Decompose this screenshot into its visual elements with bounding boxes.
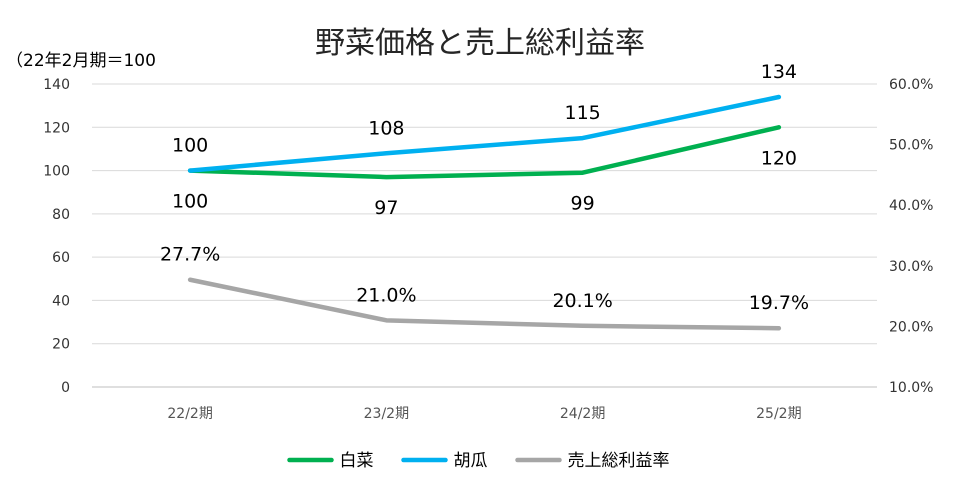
data-label: 21.0% <box>356 284 416 306</box>
gridlines <box>92 83 877 388</box>
left-axis-ticks: 0 20 40 60 80 100 120 140 <box>43 77 70 396</box>
series-lines <box>187 94 782 331</box>
x-tick-label: 25/2期 <box>756 406 801 422</box>
data-label: 97 <box>374 197 398 219</box>
right-tick-label: 10.0% <box>889 380 933 396</box>
left-tick-label: 80 <box>52 207 70 223</box>
right-axis-ticks: 10.0% 20.0% 30.0% 40.0% 50.0% 60.0% <box>889 77 933 396</box>
data-label: 20.1% <box>552 290 612 312</box>
left-tick-label: 120 <box>43 120 70 136</box>
legend-label: 白菜 <box>340 451 374 471</box>
left-tick-label: 60 <box>52 250 70 266</box>
x-axis-ticks: 22/2期 23/2期 24/2期 25/2期 <box>167 406 801 422</box>
right-tick-label: 20.0% <box>889 319 933 335</box>
chart-title: 野菜価格と売上総利益率 <box>315 26 645 61</box>
data-label: 100 <box>172 135 208 157</box>
series-line-胡瓜 <box>187 94 782 173</box>
x-tick-label: 23/2期 <box>364 406 409 422</box>
right-tick-label: 50.0% <box>889 138 933 154</box>
data-label: 108 <box>368 117 404 139</box>
left-tick-label: 40 <box>52 293 70 309</box>
right-tick-label: 60.0% <box>889 77 933 93</box>
left-tick-label: 0 <box>61 380 70 396</box>
series-line-白菜 <box>187 125 782 180</box>
legend: 白菜 胡瓜 売上総利益率 <box>287 451 670 471</box>
series-line-売上総利益率 <box>187 277 782 331</box>
data-label: 99 <box>571 193 595 215</box>
data-labels: 100 97 99 120 100 108 115 134 27.7% 21.0% 20.1% 19.… <box>160 61 809 314</box>
data-label: 19.7% <box>749 292 809 314</box>
legend-label: 胡瓜 <box>454 451 488 471</box>
data-label: 115 <box>564 102 600 124</box>
data-label: 120 <box>761 147 797 169</box>
data-label: 134 <box>761 61 797 83</box>
right-tick-label: 30.0% <box>889 259 933 275</box>
left-axis-unit-label: （22年2月期＝100 <box>6 51 156 71</box>
data-label: 27.7% <box>160 244 220 266</box>
legend-label: 売上総利益率 <box>568 451 670 471</box>
data-label: 100 <box>172 191 208 213</box>
x-tick-label: 22/2期 <box>167 406 212 422</box>
left-tick-label: 20 <box>52 337 70 353</box>
x-tick-label: 24/2期 <box>560 406 605 422</box>
left-tick-label: 140 <box>43 77 70 93</box>
right-tick-label: 40.0% <box>889 198 933 214</box>
left-tick-label: 100 <box>43 164 70 180</box>
